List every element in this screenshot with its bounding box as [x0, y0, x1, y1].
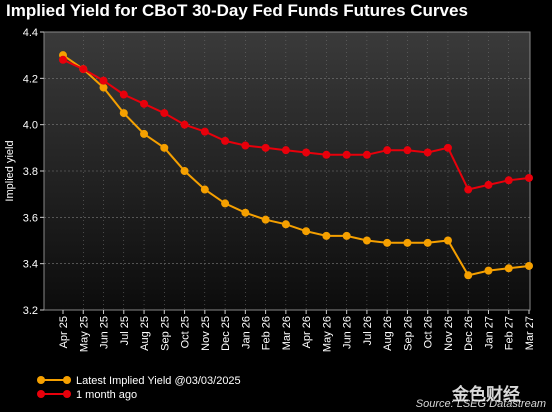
y-axis: 3.2 3.4 3.6 3.8 4.0 4.2 4.4 [23, 27, 44, 317]
data-point [200, 185, 209, 194]
data-point [160, 109, 169, 118]
watermark-logo: 金色财经 [452, 385, 520, 404]
data-point [119, 109, 128, 118]
data-point [525, 261, 533, 270]
data-point [362, 150, 371, 159]
x-tick-label: Oct 25 [180, 316, 192, 348]
x-tick-label: Feb 26 [261, 316, 273, 350]
data-point [403, 146, 412, 155]
y-tick-label: 4.0 [23, 120, 38, 132]
data-point [99, 76, 108, 85]
x-tick-label: Oct 26 [423, 316, 435, 348]
data-point [403, 238, 412, 247]
data-point [241, 141, 250, 150]
data-point [200, 127, 209, 136]
data-point [383, 238, 392, 247]
data-point [322, 150, 331, 159]
data-point [464, 185, 473, 194]
data-point [484, 266, 493, 275]
data-point [383, 146, 392, 155]
data-point [484, 180, 493, 189]
data-point [281, 146, 290, 155]
data-point [221, 136, 230, 145]
legend: Latest Implied Yield @03/03/2025 1 month … [37, 375, 241, 401]
data-point [140, 99, 149, 108]
data-point [79, 65, 88, 74]
x-axis: Apr 25 May 25 Jun 25 Jul 25 Aug 25 Sep 25 Oct … [58, 310, 536, 352]
data-point [342, 231, 351, 240]
data-point [261, 143, 270, 152]
x-tick-label: Jun 26 [342, 316, 354, 349]
data-point [443, 236, 452, 245]
x-tick-label: Nov 26 [443, 316, 455, 351]
series-line-1 [62, 54, 530, 277]
data-point [423, 148, 432, 157]
data-point [504, 264, 513, 273]
data-point [180, 167, 189, 175]
series-layer [59, 51, 533, 280]
data-point [160, 143, 169, 152]
chart-title: Implied Yield for CBoT 30-Day Fed Funds … [6, 1, 468, 20]
x-tick-label: Nov 25 [200, 316, 212, 351]
x-tick-label: Feb 27 [504, 316, 516, 350]
x-tick-label: Aug 25 [139, 316, 151, 351]
data-point [99, 83, 108, 92]
y-tick-label: 3.6 [23, 212, 38, 224]
y-axis-title: Implied yield [4, 140, 16, 201]
legend-marker [63, 390, 71, 398]
data-point [525, 173, 533, 182]
x-tick-label: Jan 26 [240, 316, 252, 349]
data-point [119, 90, 128, 99]
data-point [261, 215, 270, 224]
data-point [241, 208, 250, 217]
data-point [342, 150, 351, 159]
legend-marker [63, 376, 71, 384]
data-point [302, 227, 311, 236]
x-tick-label: Dec 26 [463, 316, 475, 351]
x-tick-label: Jul 25 [119, 316, 131, 345]
x-tick-label: Mar 26 [281, 316, 293, 350]
y-tick-label: 3.8 [23, 166, 38, 178]
x-tick-label: Aug 26 [382, 316, 394, 351]
data-point [180, 120, 189, 129]
x-tick-label: Dec 25 [220, 316, 232, 351]
data-point [302, 148, 311, 157]
source-note: Source: LSEG Datastream [416, 398, 546, 410]
y-tick-label: 4.2 [23, 73, 38, 85]
y-tick-label: 3.2 [23, 305, 38, 317]
x-tick-label: May 26 [321, 316, 333, 352]
legend-label: Latest Implied Yield @03/03/2025 [76, 375, 241, 387]
data-point [322, 231, 331, 240]
x-tick-label: Sep 26 [402, 316, 414, 351]
y-tick-label: 3.4 [23, 259, 38, 271]
x-tick-label: Apr 25 [58, 316, 70, 348]
data-point [140, 129, 149, 138]
legend-marker [37, 376, 45, 384]
x-tick-label: Jan 27 [483, 316, 495, 349]
x-tick-label: Mar 27 [524, 316, 536, 350]
x-tick-label: May 25 [78, 316, 90, 352]
y-tick-label: 4.4 [23, 27, 38, 39]
x-tick-label: Apr 26 [301, 316, 313, 348]
data-point [504, 176, 513, 185]
legend-label: 1 month ago [76, 389, 137, 401]
data-point [221, 199, 230, 208]
x-tick-label: Sep 25 [159, 316, 171, 351]
x-tick-label: Jun 25 [99, 316, 111, 349]
data-point [443, 143, 452, 152]
data-point [464, 271, 473, 280]
x-tick-label: Jul 26 [362, 316, 374, 345]
data-point [59, 55, 67, 64]
data-point [281, 220, 290, 229]
data-point [362, 236, 371, 245]
data-point [423, 238, 432, 247]
legend-marker [37, 390, 45, 398]
